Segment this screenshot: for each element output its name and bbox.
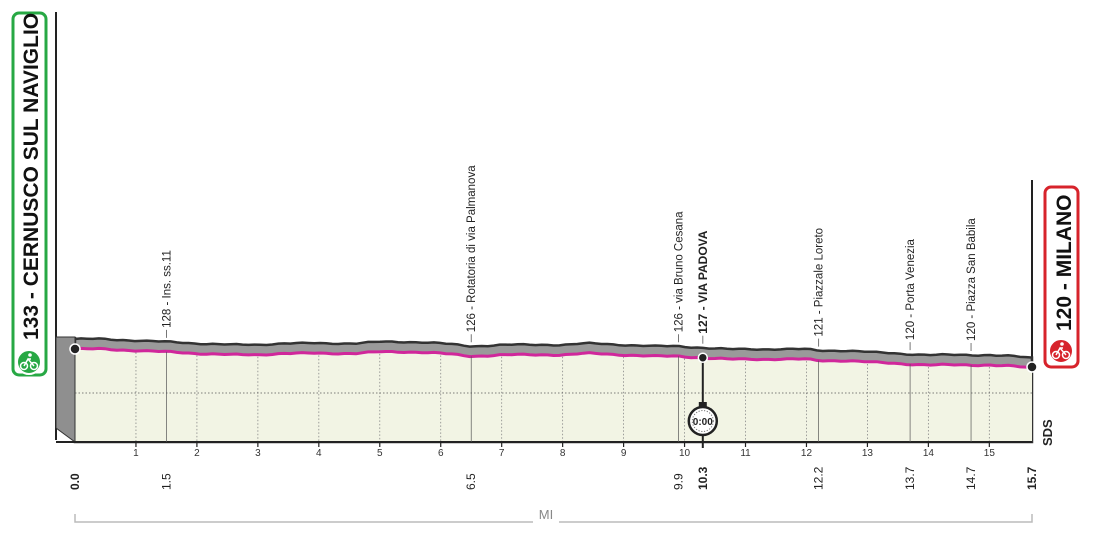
waypoint-label: 120 - Piazza San Babila <box>966 218 978 341</box>
km-marker-label: 13.7 <box>903 466 917 490</box>
time-check-label: 0:00 <box>693 417 713 428</box>
km-marker-label: 6.5 <box>464 473 478 490</box>
stopwatch-icon <box>687 402 719 437</box>
waypoint-label: 121 - Piazzale Loreto <box>814 228 826 337</box>
x-tick-label: 13 <box>862 448 874 459</box>
waypoint-label: 127 - VIA PADOVA <box>696 230 710 333</box>
bicycle-icon <box>16 349 42 375</box>
x-tick-label: 15 <box>984 448 996 459</box>
profile-valley <box>75 348 1032 442</box>
finish-label: 120 - MILANO <box>1053 194 1076 331</box>
unit-bracket: MI <box>74 507 1033 523</box>
start-label: 133 - CERNUSCO SUL NAVIGLIO <box>20 13 43 340</box>
x-tick-label: 1 <box>133 448 139 459</box>
start-banner: 133 - CERNUSCO SUL NAVIGLIO <box>11 11 48 377</box>
x-tick-label: 4 <box>316 448 322 459</box>
x-tick-label: 6 <box>438 448 444 459</box>
x-tick-label: 10 <box>679 448 691 459</box>
x-tick-label: 14 <box>923 448 935 459</box>
waypoints: 128 - Ins. ss.11 126 - Rotatoria di via P… <box>161 165 978 442</box>
km-markers: 0.0 1.5 6.5 9.9 10.3 12.2 13.7 14.7 15.7 <box>68 466 1039 490</box>
x-tick-label: 7 <box>499 448 505 459</box>
km-grid <box>135 352 990 442</box>
finish-banner: 120 - MILANO <box>1043 185 1080 369</box>
bicycle-icon <box>1048 338 1074 364</box>
km-marker-label: 1.5 <box>159 473 173 490</box>
start-dot <box>69 343 81 355</box>
x-tick-label: 2 <box>194 448 200 459</box>
km-marker-label: 12.2 <box>812 466 826 490</box>
x-tick-label: 3 <box>255 448 261 459</box>
waypoint-label: 126 - via Bruno Cesana <box>673 211 685 332</box>
x-tick-label: 9 <box>621 448 627 459</box>
waypoint-label: 128 - Ins. ss.11 <box>161 250 173 328</box>
route-line <box>74 346 1033 369</box>
km-marker-label: 0.0 <box>68 473 82 490</box>
unit-label: MI <box>539 507 553 522</box>
x-tick-label: 11 <box>740 448 751 459</box>
km-marker-label: 15.7 <box>1025 466 1039 490</box>
km-marker-label: 9.9 <box>671 473 685 490</box>
waypoint-label: 120 - Porta Venezia <box>905 238 917 340</box>
km-marker-label: 14.7 <box>964 466 978 490</box>
x-tick-label: 12 <box>801 448 813 459</box>
finish-dot <box>1026 361 1038 373</box>
time-check: 0:00 <box>687 352 719 448</box>
x-axis-ticks: 1 2 3 4 5 6 7 8 9 10 11 12 13 14 15 <box>133 442 995 459</box>
x-tick-label: 8 <box>560 448 566 459</box>
brand-logo: SDS <box>1040 419 1055 446</box>
km-marker-label: 10.3 <box>696 466 710 490</box>
x-tick-label: 5 <box>377 448 383 459</box>
waypoint-label: 126 - Rotatoria di via Palmanova <box>466 165 478 332</box>
